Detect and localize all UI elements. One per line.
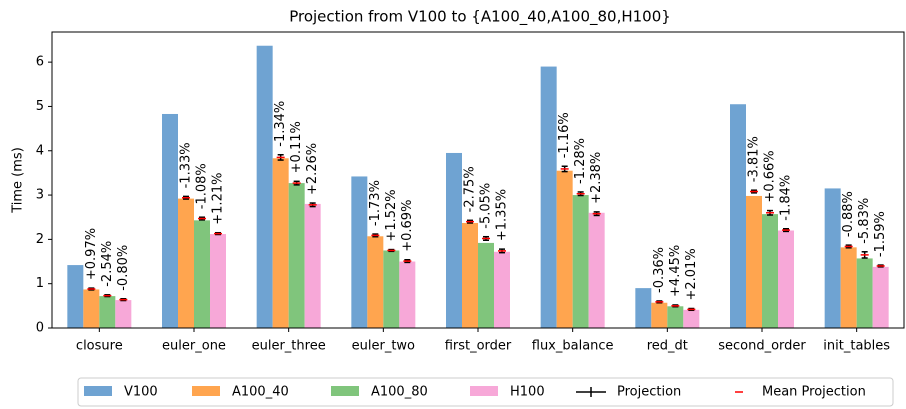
chart-title: Projection from V100 to {A100_40,A100_80…	[289, 8, 671, 27]
bar	[840, 247, 857, 328]
legend-label: V100	[124, 385, 158, 400]
bar	[351, 176, 368, 328]
bar	[572, 195, 589, 328]
bar	[304, 203, 321, 328]
diff-label: +4.45%	[668, 245, 683, 297]
x-tick-label: euler_one	[162, 339, 226, 354]
legend-swatch	[84, 386, 112, 396]
bar	[210, 234, 226, 328]
y-tick-label: 6	[36, 55, 44, 70]
legend-swatch	[331, 386, 359, 396]
x-tick-label: euler_three	[252, 339, 326, 354]
legend-label: A100_80	[371, 385, 428, 400]
bar	[67, 265, 84, 328]
diff-label: +2.38%	[589, 152, 604, 204]
bar	[635, 288, 652, 328]
bar	[540, 66, 557, 329]
y-tick-label: 0	[36, 321, 44, 336]
x-tick-label: closure	[76, 339, 123, 354]
diff-label: -0.80%	[116, 245, 131, 291]
diff-label: -1.33%	[179, 142, 194, 188]
bar	[651, 302, 668, 328]
legend-label: H100	[510, 385, 545, 400]
y-axis-label: Time (ms)	[11, 147, 26, 214]
diff-label: -1.34%	[273, 101, 288, 147]
bar	[194, 220, 210, 328]
diff-label: +2.26%	[305, 143, 320, 195]
legend: V100 A100_40 A100_80 H100 Projection Mean Pro…	[77, 377, 894, 407]
y-tick-label: 4	[36, 143, 44, 158]
diff-label: +0.11%	[289, 121, 304, 173]
x-tick-label: red_dt	[647, 339, 688, 354]
diff-label: +0.97%	[84, 228, 99, 280]
diff-label: +1.52%	[384, 189, 399, 241]
diff-label: +2.01%	[684, 248, 699, 300]
diff-label: -5.05%	[479, 183, 494, 229]
bar	[730, 104, 746, 329]
diff-label: -1.16%	[557, 112, 572, 158]
x-tick-label: flux_balance	[532, 339, 614, 354]
diff-label: -1.28%	[573, 138, 588, 184]
legend-label: Mean Projection	[762, 385, 866, 400]
bar	[256, 45, 273, 329]
bar	[462, 222, 478, 328]
y-tick-label: 5	[36, 99, 44, 114]
diff-label: +1.35%	[495, 189, 510, 241]
bar	[556, 170, 573, 328]
bar	[872, 266, 889, 328]
bar	[162, 113, 178, 329]
bar	[383, 250, 400, 328]
legend-label: A100_40	[232, 385, 289, 400]
bar	[99, 296, 116, 328]
y-tick-label: 3	[36, 188, 44, 203]
diff-label: -1.73%	[368, 180, 383, 226]
bar	[588, 212, 605, 328]
bar	[367, 236, 384, 328]
bar	[824, 188, 841, 328]
bar	[856, 258, 873, 328]
diff-label: +0.69%	[400, 200, 415, 252]
x-tick-label: init_tables	[823, 339, 890, 354]
diff-label: +1.21%	[211, 173, 226, 225]
bar	[683, 309, 700, 328]
diff-label: -2.54%	[100, 241, 115, 287]
diff-label: -0.88%	[841, 191, 856, 237]
bar	[494, 251, 510, 328]
x-tick-label: first_order	[445, 339, 512, 354]
y-tick-label: 1	[36, 276, 44, 291]
diff-label: +0.66%	[763, 150, 778, 202]
diff-label: -2.75%	[463, 166, 478, 212]
diff-label: -1.59%	[873, 211, 888, 257]
diff-label: -3.81%	[747, 136, 762, 182]
bar	[288, 183, 305, 328]
diff-label: -1.84%	[779, 175, 794, 221]
bar	[178, 198, 194, 328]
x-tick-label: second_order	[718, 339, 806, 354]
bar	[667, 306, 684, 328]
bar	[446, 152, 462, 328]
diff-label: -5.83%	[857, 198, 872, 244]
bar	[83, 289, 100, 328]
diff-label: -0.36%	[652, 247, 667, 293]
diff-label: -1.08%	[195, 163, 210, 209]
bar	[778, 230, 794, 328]
y-tick-label: 2	[36, 232, 44, 247]
bar	[746, 195, 762, 328]
legend-label: Projection	[617, 385, 681, 400]
legend-swatch	[470, 386, 498, 396]
bar	[272, 158, 289, 328]
plot-frame	[51, 31, 905, 329]
bar	[115, 300, 132, 328]
x-tick-label: euler_two	[352, 339, 415, 354]
bar	[762, 214, 778, 328]
legend-swatch	[192, 386, 220, 396]
bar	[478, 242, 494, 328]
bar	[399, 261, 416, 328]
